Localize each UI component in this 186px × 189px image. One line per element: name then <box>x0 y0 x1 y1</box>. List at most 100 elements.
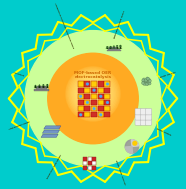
Circle shape <box>146 77 149 80</box>
Bar <box>92 166 96 170</box>
Bar <box>84 106 90 111</box>
Circle shape <box>81 82 105 106</box>
Circle shape <box>86 101 88 103</box>
Text: 2D MOFs: 2D MOFs <box>13 72 24 77</box>
Bar <box>88 161 92 165</box>
Circle shape <box>146 82 149 85</box>
Circle shape <box>107 101 108 103</box>
Circle shape <box>145 83 148 86</box>
Circle shape <box>142 78 145 81</box>
Polygon shape <box>109 48 112 49</box>
Circle shape <box>93 89 95 91</box>
Polygon shape <box>119 45 121 46</box>
Text: Conductive substrate-supported MOFs: Conductive substrate-supported MOFs <box>54 3 73 49</box>
Text: Bimetallic MOF-based: Bimetallic MOF-based <box>46 154 61 179</box>
Circle shape <box>77 78 109 110</box>
Bar <box>78 94 84 99</box>
Bar <box>84 112 90 118</box>
Bar <box>113 47 114 49</box>
Polygon shape <box>106 47 109 48</box>
Polygon shape <box>119 47 122 48</box>
Bar <box>108 49 120 50</box>
Circle shape <box>85 86 101 102</box>
Bar <box>78 112 84 118</box>
Circle shape <box>125 140 139 153</box>
Circle shape <box>107 83 108 85</box>
Circle shape <box>80 114 82 116</box>
Bar <box>98 100 104 105</box>
Bar <box>98 106 104 111</box>
Polygon shape <box>46 84 48 85</box>
FancyBboxPatch shape <box>140 119 147 125</box>
Wedge shape <box>125 146 132 153</box>
Bar <box>104 106 110 111</box>
Bar <box>84 94 90 99</box>
Circle shape <box>66 67 120 121</box>
Polygon shape <box>109 47 112 48</box>
Bar <box>78 106 84 111</box>
Circle shape <box>74 75 112 113</box>
Circle shape <box>148 82 151 85</box>
Text: Template-derived MOFs: Template-derived MOFs <box>114 11 126 39</box>
Polygon shape <box>46 85 49 86</box>
Circle shape <box>132 141 137 146</box>
Polygon shape <box>46 86 49 87</box>
Circle shape <box>144 82 147 85</box>
Circle shape <box>86 83 88 85</box>
Bar <box>39 86 40 88</box>
Circle shape <box>73 74 113 114</box>
Bar <box>83 157 87 161</box>
FancyBboxPatch shape <box>145 108 152 115</box>
Circle shape <box>142 81 145 84</box>
Bar <box>84 100 90 105</box>
Bar <box>98 112 104 118</box>
Bar <box>91 106 97 111</box>
Bar <box>104 112 110 118</box>
Circle shape <box>71 72 115 116</box>
FancyBboxPatch shape <box>135 108 141 115</box>
Bar <box>92 157 96 161</box>
Polygon shape <box>42 130 60 133</box>
Bar <box>107 48 108 49</box>
Bar <box>35 86 36 88</box>
FancyBboxPatch shape <box>135 119 141 125</box>
Circle shape <box>82 83 104 105</box>
Text: Metal NPs/nc: Metal NPs/nc <box>159 71 176 78</box>
Polygon shape <box>116 45 118 46</box>
Bar <box>107 50 121 51</box>
Bar <box>110 48 111 49</box>
Circle shape <box>69 70 117 118</box>
Bar <box>91 94 97 99</box>
Circle shape <box>75 76 111 112</box>
Bar <box>88 157 92 161</box>
FancyBboxPatch shape <box>140 114 147 120</box>
Bar <box>91 81 97 87</box>
Circle shape <box>147 81 150 84</box>
Bar <box>88 166 92 170</box>
FancyBboxPatch shape <box>145 119 152 125</box>
Bar <box>36 88 47 89</box>
Bar <box>84 81 90 87</box>
Polygon shape <box>106 46 108 47</box>
Bar <box>43 86 44 88</box>
Bar <box>104 94 110 99</box>
Text: Composites MOFs: Composites MOFs <box>9 121 30 130</box>
Circle shape <box>147 78 151 81</box>
Bar <box>37 86 46 88</box>
FancyBboxPatch shape <box>145 114 152 120</box>
Circle shape <box>48 53 138 144</box>
Text: Metal-Comp. hybrids: Metal-Comp. hybrids <box>115 159 125 185</box>
Circle shape <box>80 95 82 97</box>
Wedge shape <box>131 140 139 146</box>
Circle shape <box>78 79 108 109</box>
Bar <box>84 88 90 93</box>
Bar <box>117 47 118 49</box>
Circle shape <box>144 79 147 82</box>
Polygon shape <box>119 46 122 47</box>
Polygon shape <box>106 48 109 49</box>
Polygon shape <box>116 46 118 47</box>
Circle shape <box>25 31 161 166</box>
Bar <box>78 88 84 93</box>
Bar <box>104 100 110 105</box>
Polygon shape <box>42 84 44 85</box>
